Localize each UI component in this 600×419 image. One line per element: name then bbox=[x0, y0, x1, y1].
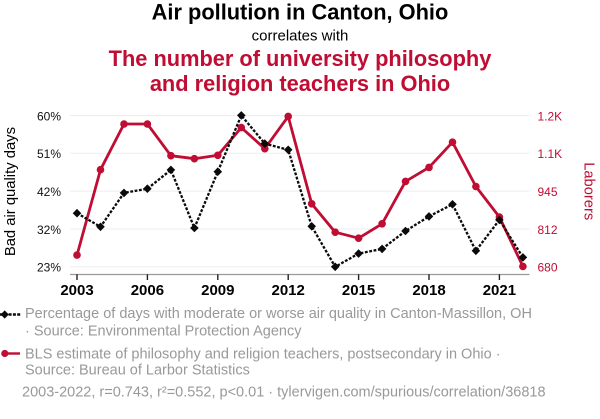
svg-text:The number of university philo: The number of university philosophy bbox=[109, 46, 492, 71]
svg-text:Percentage of days with modera: Percentage of days with moderate or wors… bbox=[25, 306, 532, 322]
svg-text:Source: Bureau of Larbor Stati: Source: Bureau of Larbor Statistics bbox=[25, 363, 250, 379]
svg-text:945: 945 bbox=[538, 185, 558, 199]
svg-text:2018: 2018 bbox=[412, 282, 445, 299]
svg-text:51%: 51% bbox=[37, 147, 61, 161]
svg-text:1.1K: 1.1K bbox=[538, 147, 563, 161]
svg-text:2003-2022, r=0.743, r²=0.552,: 2003-2022, r=0.743, r²=0.552, p<0.01 · t… bbox=[22, 384, 546, 400]
svg-text:23%: 23% bbox=[37, 261, 61, 275]
svg-text:2003: 2003 bbox=[60, 282, 93, 299]
svg-text:812: 812 bbox=[538, 223, 558, 237]
svg-text:Bad air quality days: Bad air quality days bbox=[3, 127, 19, 256]
svg-text:680: 680 bbox=[538, 261, 558, 275]
svg-text:2015: 2015 bbox=[342, 282, 375, 299]
svg-text:correlates with: correlates with bbox=[252, 28, 349, 45]
svg-text:2021: 2021 bbox=[483, 282, 516, 299]
svg-text:42%: 42% bbox=[37, 185, 61, 199]
svg-text:60%: 60% bbox=[37, 109, 61, 123]
svg-text:2009: 2009 bbox=[201, 282, 234, 299]
svg-text:2012: 2012 bbox=[272, 282, 305, 299]
svg-text:2006: 2006 bbox=[131, 282, 164, 299]
svg-text:BLS estimate of philosophy and: BLS estimate of philosophy and religion … bbox=[25, 347, 501, 363]
svg-text:Air pollution in Canton, Ohio: Air pollution in Canton, Ohio bbox=[152, 0, 449, 25]
svg-text:· Source: Environmental Protec: · Source: Environmental Protection Agenc… bbox=[25, 324, 302, 340]
svg-text:Laborers: Laborers bbox=[581, 162, 597, 220]
svg-text:32%: 32% bbox=[37, 223, 61, 237]
svg-text:1.2K: 1.2K bbox=[538, 109, 563, 123]
svg-text:and religion teachers in Ohio: and religion teachers in Ohio bbox=[150, 71, 450, 96]
